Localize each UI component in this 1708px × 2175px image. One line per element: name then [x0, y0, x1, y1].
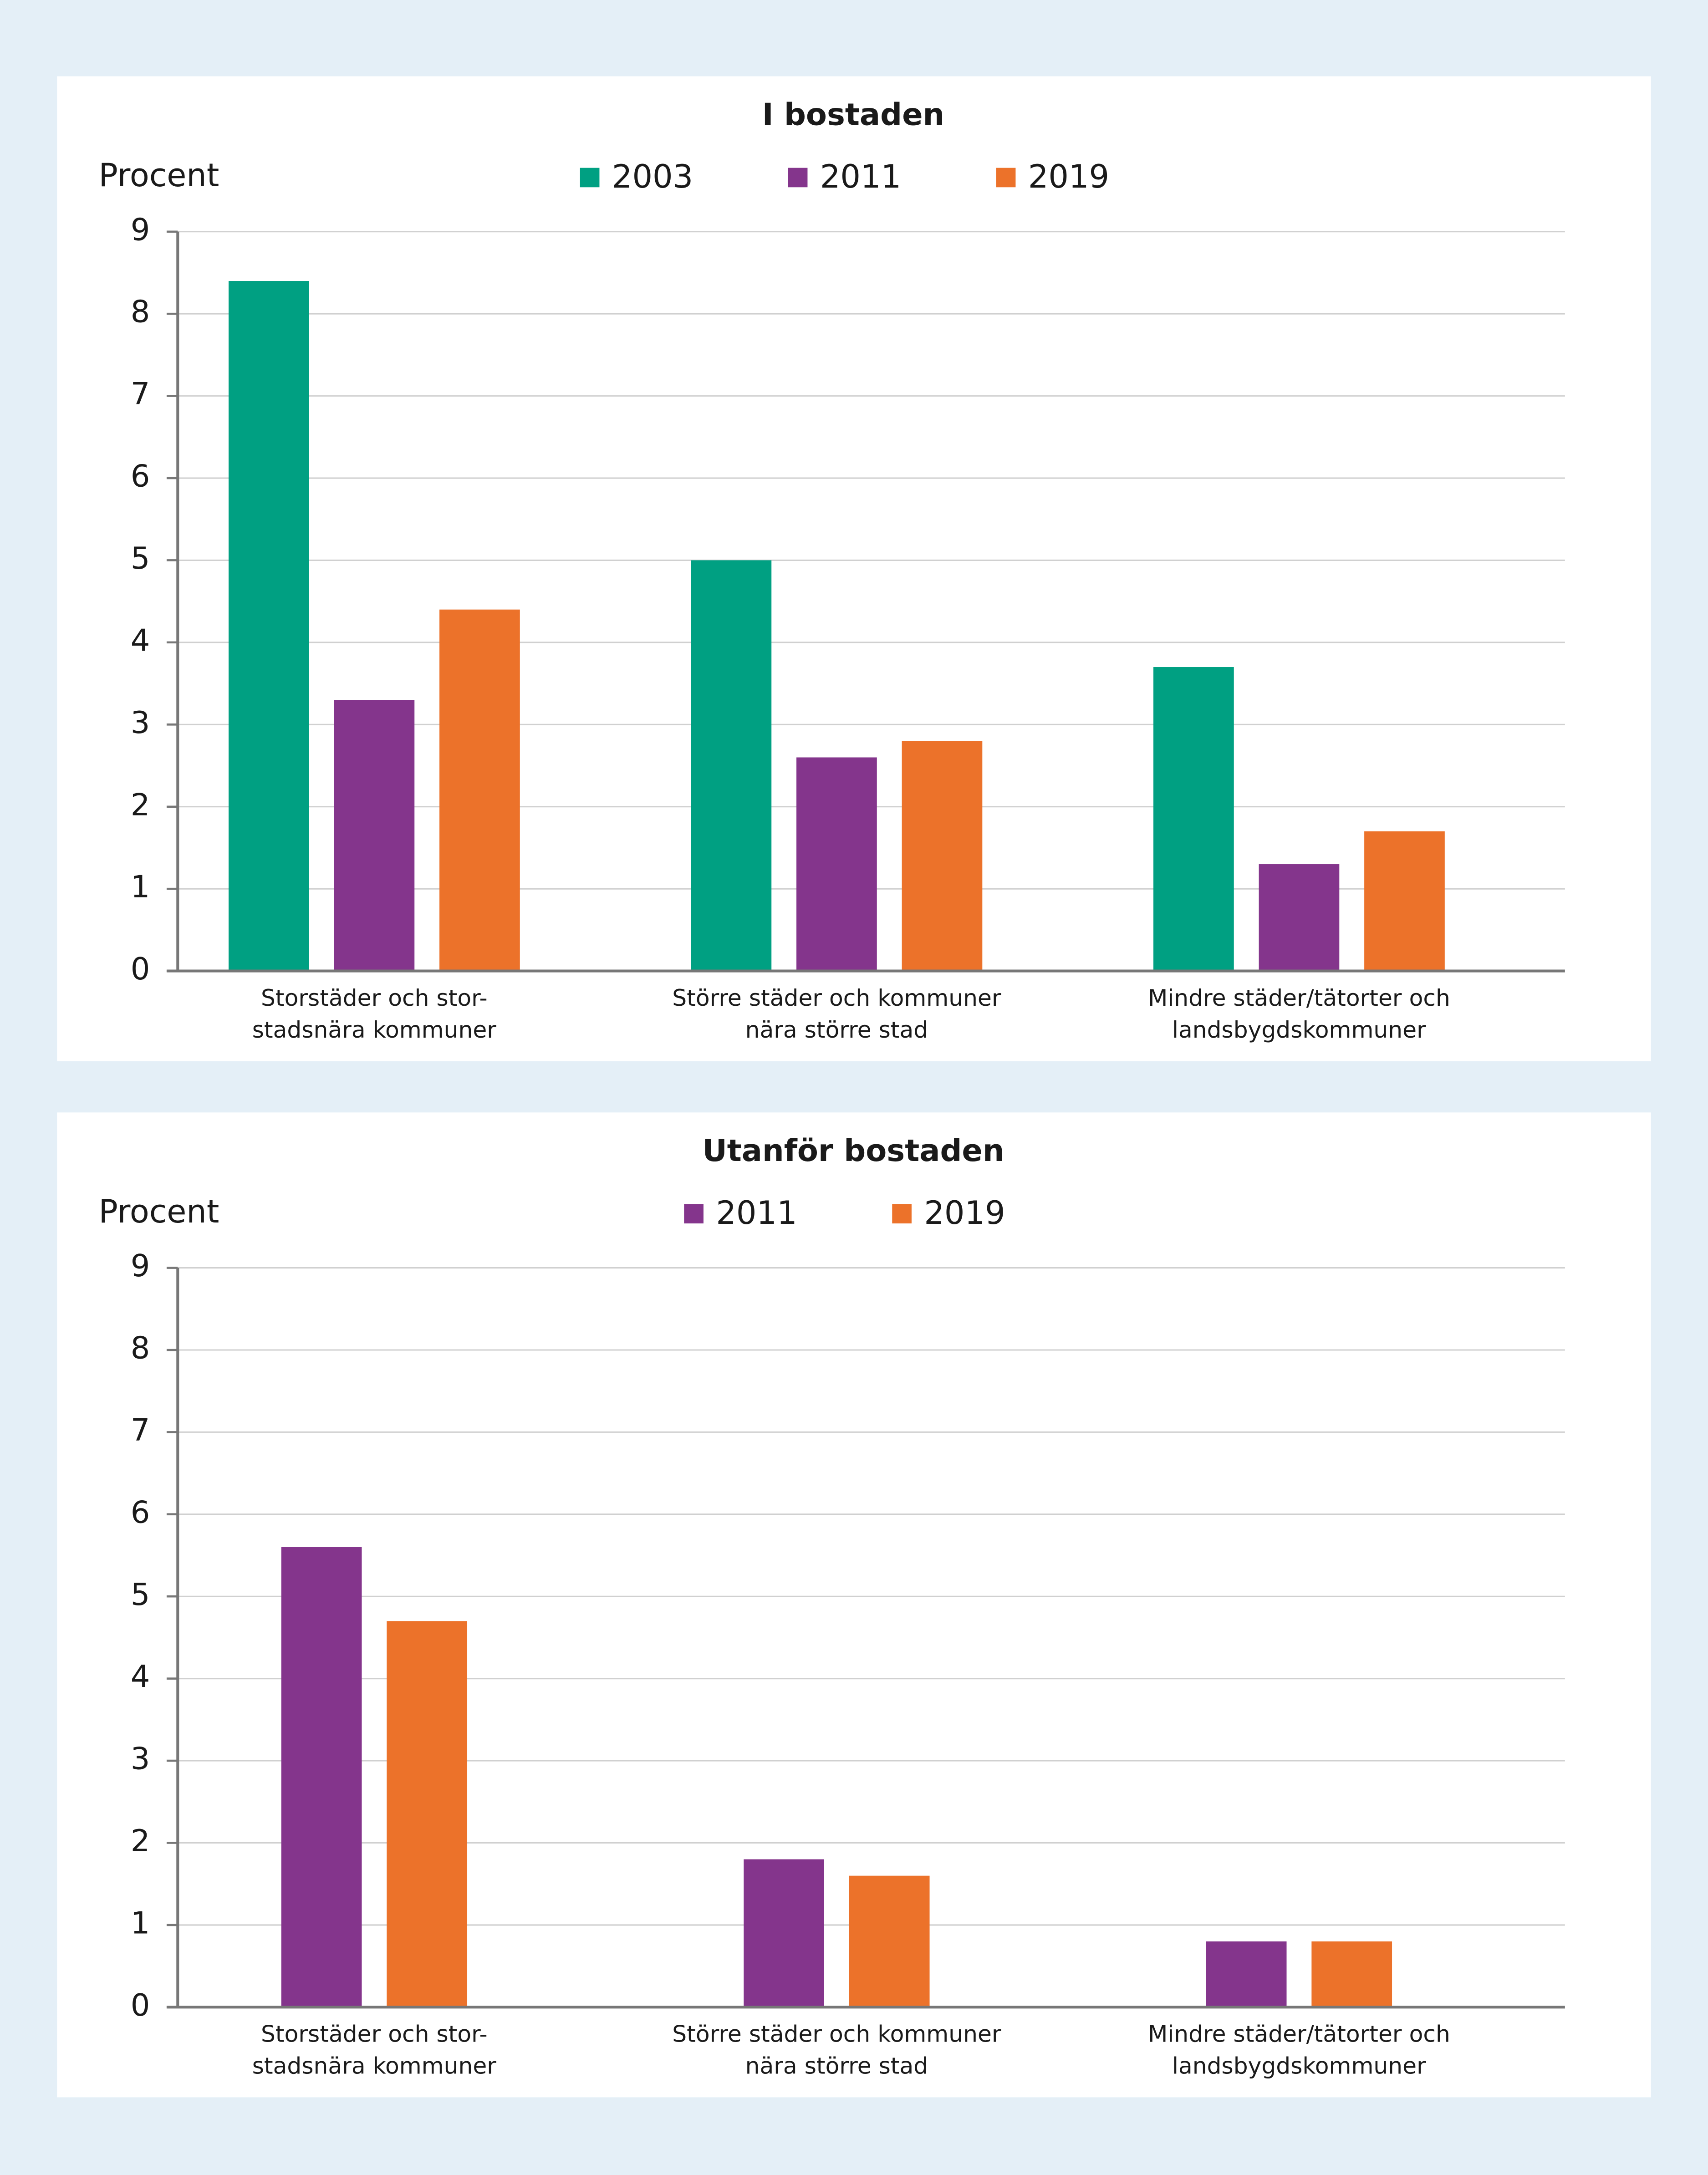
bar	[1259, 864, 1340, 971]
y-tick-label: 7	[131, 1412, 150, 1448]
bar	[849, 1875, 930, 2007]
x-tick-label-box: Storstäder och stor- stadsnära kommuner	[252, 2021, 496, 2079]
bar	[387, 1621, 468, 2007]
y-tick-label: 5	[131, 540, 150, 576]
x-tick-label-box: Större städer och kommuner nära större s…	[672, 985, 1001, 1044]
x-tick-label: Storstäder och stor- stadsnära kommuner	[252, 2021, 496, 2079]
x-tick-label: Större städer och kommuner nära större s…	[672, 2021, 1001, 2079]
y-tick-label: 7	[131, 376, 150, 412]
chart-title: I bostaden	[762, 97, 945, 132]
legend-label: 2019	[924, 1194, 1005, 1232]
bar	[744, 1859, 824, 2007]
bar	[1153, 667, 1234, 971]
bar	[439, 609, 520, 971]
y-tick-label: 3	[131, 1741, 150, 1777]
y-tick-label: 0	[131, 1987, 150, 2023]
bar	[1364, 831, 1445, 971]
legend-swatch	[788, 168, 808, 188]
y-tick-label: 4	[131, 1659, 150, 1694]
legend-swatch	[996, 168, 1016, 188]
x-tick-label: Mindre städer/tätorter och landsbygdskom…	[1147, 985, 1450, 1044]
y-tick-label: 8	[131, 294, 150, 330]
legend-label: 2011	[716, 1194, 797, 1232]
legend-label: 2003	[612, 158, 693, 195]
bar	[691, 560, 772, 971]
y-tick-label: 6	[131, 458, 150, 494]
y-axis-label: Procent	[99, 157, 219, 194]
bar	[1311, 1941, 1392, 2007]
x-tick-label-box: Större städer och kommuner nära större s…	[672, 2021, 1001, 2079]
x-tick-label-box: Storstäder och stor- stadsnära kommuner	[252, 985, 496, 1044]
y-tick-label: 8	[131, 1330, 150, 1366]
bar	[1206, 1941, 1287, 2007]
legend-swatch	[580, 168, 600, 188]
y-tick-label: 6	[131, 1494, 150, 1530]
x-tick-label-box: Mindre städer/tätorter och landsbygdskom…	[1147, 985, 1450, 1044]
y-tick-label: 2	[131, 787, 150, 822]
y-tick-label: 2	[131, 1823, 150, 1859]
bar	[334, 700, 415, 971]
y-tick-label: 9	[131, 1248, 150, 1284]
x-tick-label: Mindre städer/tätorter och landsbygdskom…	[1147, 2021, 1450, 2079]
bar	[902, 741, 983, 971]
y-tick-label: 5	[131, 1577, 150, 1612]
x-tick-label: Större städer och kommuner nära större s…	[672, 985, 1001, 1044]
y-tick-label: 1	[131, 1905, 150, 1941]
y-axis-label: Procent	[99, 1193, 219, 1230]
bar	[229, 281, 309, 971]
legend-label: 2019	[1028, 158, 1109, 195]
y-tick-label: 0	[131, 951, 150, 987]
x-tick-label: Storstäder och stor- stadsnära kommuner	[252, 985, 496, 1044]
bar	[281, 1547, 362, 2007]
legend-swatch	[684, 1204, 704, 1224]
y-tick-label: 4	[131, 622, 150, 658]
y-tick-label: 9	[131, 212, 150, 247]
x-tick-label-box: Mindre städer/tätorter och landsbygdskom…	[1147, 2021, 1450, 2079]
y-tick-label: 3	[131, 705, 150, 740]
legend-label: 2011	[820, 158, 901, 195]
chart-title: Utanför bostaden	[702, 1133, 1004, 1168]
legend-swatch	[892, 1204, 912, 1224]
bar	[796, 757, 877, 971]
y-tick-label: 1	[131, 869, 150, 905]
